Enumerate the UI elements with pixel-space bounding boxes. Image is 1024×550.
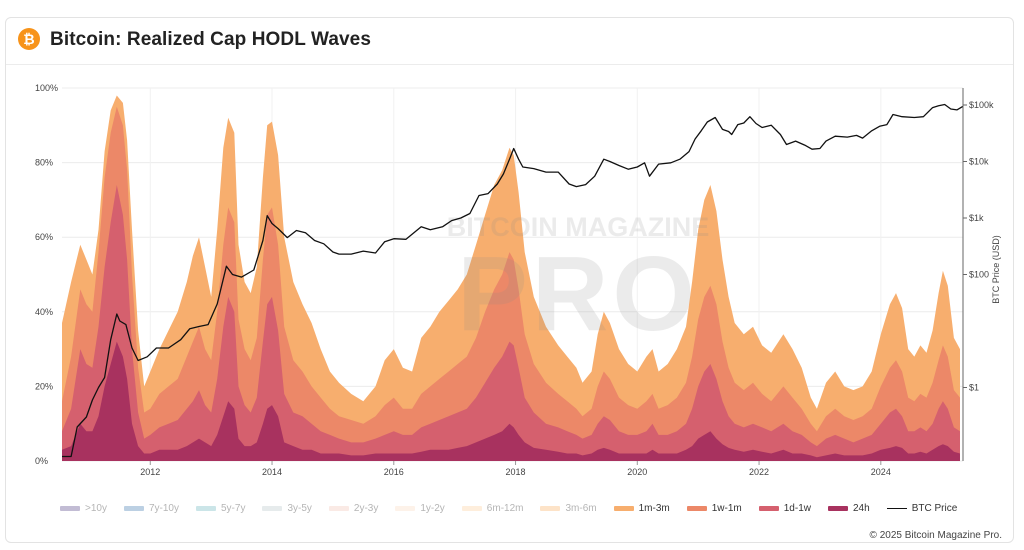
legend-swatch [195, 506, 216, 511]
legend-swatch [262, 506, 283, 511]
bitcoin-logo-icon: ₿ [18, 28, 40, 50]
legend-swatch [461, 506, 482, 511]
legend-label: 3y-5y [287, 503, 312, 514]
legend-label: 24h [853, 503, 870, 514]
legend-label: 1d-1w [783, 503, 811, 514]
legend-item-24h[interactable]: 24h [828, 503, 870, 514]
right-tick-label: $1 [969, 382, 979, 392]
legend-label: 2y-3y [353, 503, 379, 514]
x-tick-label: 2020 [627, 467, 647, 477]
btc-price-line [62, 103, 964, 458]
chart-header: ₿ Bitcoin: Realized Cap HODL Waves [6, 18, 1013, 65]
right-tick-label: $1k [969, 213, 984, 223]
legend-item-3m-6m[interactable]: 3m-6m [540, 503, 597, 514]
legend-swatch [613, 506, 634, 511]
right-tick-label: $10k [969, 157, 989, 167]
legend-label: BTC Price [911, 503, 958, 514]
watermark: BITCOIN MAGAZINE PRO [447, 212, 710, 353]
x-tick-label: 2014 [262, 467, 282, 477]
right-tick-label: $100 [969, 270, 989, 280]
copyright-notice: © 2025 Bitcoin Magazine Pro. [869, 530, 1002, 541]
legend-swatch [328, 506, 349, 511]
legend-item-btc-price[interactable]: BTC Price [886, 503, 958, 514]
legend-swatch [828, 506, 848, 511]
legend-item-1m-3m[interactable]: 1m-3m [613, 503, 670, 514]
legend-swatch [758, 506, 779, 511]
legend-label: >10y [85, 503, 107, 514]
x-tick-label: 2012 [140, 467, 160, 477]
x-tick-label: 2022 [749, 467, 769, 477]
legend-label: 1y-2y [420, 503, 445, 514]
legend-swatch [123, 506, 144, 511]
legend-swatch [540, 506, 561, 511]
chart-title: Bitcoin: Realized Cap HODL Waves [50, 29, 371, 50]
area-series-group [62, 95, 960, 461]
y-tick-label: 60% [35, 232, 53, 242]
legend-label: 5y-7y [220, 503, 246, 514]
legend-swatch [886, 508, 907, 509]
legend-item-1y-2y[interactable]: 1y-2y [395, 503, 445, 514]
legend-label: 1w-1m [711, 503, 742, 514]
right-axis-label: BTC Price (USD) [991, 235, 1001, 304]
legend-label: 1m-3m [638, 503, 670, 514]
y-tick-label: 0% [35, 456, 48, 466]
x-tick-label: 2016 [384, 467, 404, 477]
y-tick-label: 20% [35, 381, 53, 391]
legend-item-1d-1w[interactable]: 1d-1w [758, 503, 811, 514]
legend-swatch [686, 506, 707, 511]
area-24h [62, 341, 960, 461]
y-tick-label: 40% [35, 307, 53, 317]
area-1w-1m [62, 106, 960, 461]
legend-item-2y-3y[interactable]: 2y-3y [328, 503, 379, 514]
chart-legend: >10y 7y-10y 5y-7y 3y-5y 2y-3y 1y-2y 6m-12m 3m-6… [60, 503, 974, 514]
x-tick-label: 2024 [871, 467, 891, 477]
area-1d-1w [62, 185, 960, 461]
legend-label: 3m-6m [565, 503, 597, 514]
legend-swatch [60, 506, 80, 511]
btc-price-series [62, 103, 964, 458]
legend-label: 6m-12m [486, 503, 524, 514]
legend-label: 7y-10y [148, 503, 179, 514]
legend-item-7y-10y[interactable]: 7y-10y [123, 503, 179, 514]
y-tick-label: 80% [35, 158, 53, 168]
legend-item-3y-5y[interactable]: 3y-5y [262, 503, 312, 514]
legend-item--10y[interactable]: >10y [60, 503, 107, 514]
y-tick-label: 100% [35, 83, 58, 93]
chart-axes: 100% 80% 60% 40% 20% 0% 2012 2014 2016 2018 2020 20… [35, 83, 1001, 477]
watermark-line1: BITCOIN MAGAZINE [447, 212, 710, 242]
legend-item-6m-12m[interactable]: 6m-12m [461, 503, 524, 514]
right-tick-label: $100k [969, 100, 994, 110]
legend-item-5y-7y[interactable]: 5y-7y [195, 503, 246, 514]
legend-item-1w-1m[interactable]: 1w-1m [686, 503, 742, 514]
watermark-line2: PRO [457, 235, 699, 353]
x-tick-label: 2018 [506, 467, 526, 477]
legend-swatch [395, 506, 416, 511]
